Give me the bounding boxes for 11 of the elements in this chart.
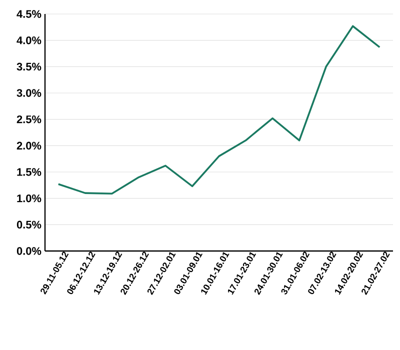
y-tick-label: 1.5% [17,168,42,176]
y-tick-label: 2.5% [16,115,42,124]
line-series [57,25,381,194]
y-tick-label: 1.0% [17,194,42,202]
y-tick-label: 3.5% [16,62,42,71]
y-tick-label: 4.5% [16,10,42,18]
y-tick-label: 2.0% [16,142,42,150]
y-tick-label: 0.5% [16,220,42,229]
y-tick-label: 3.0% [16,89,42,97]
y-tick-label: 0.0% [16,247,42,255]
y-tick-label: 4.0% [16,36,42,44]
